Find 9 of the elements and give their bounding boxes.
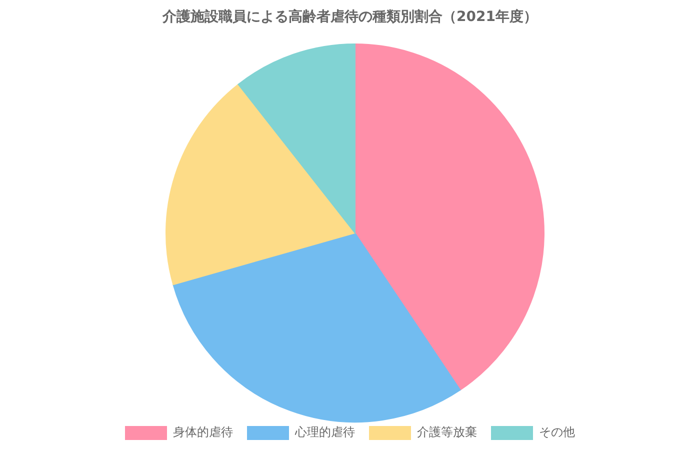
legend-label: 心理的虐待 bbox=[295, 424, 355, 441]
pie-slice bbox=[172, 232, 461, 422]
chart-title: 介護施設職員による高齢者虐待の種類別割合（2021年度） bbox=[161, 8, 538, 26]
legend-label: 介護等放棄 bbox=[417, 424, 477, 441]
pie-slice bbox=[166, 84, 356, 286]
legend-label: その他 bbox=[539, 424, 575, 441]
legend-label: 身体的虐待 bbox=[173, 424, 233, 441]
pie-slice bbox=[238, 44, 356, 234]
pie-slice bbox=[354, 44, 544, 390]
